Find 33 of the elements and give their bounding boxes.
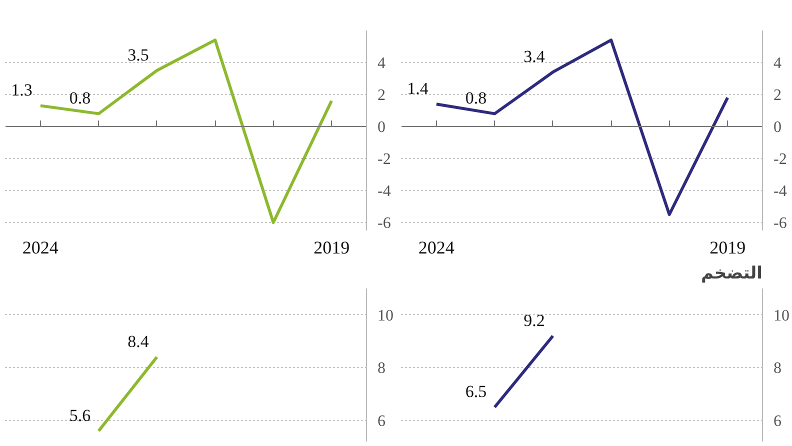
y-tick-label: 6 <box>774 412 782 430</box>
data-label: 3.4 <box>524 47 546 66</box>
y-tick-label: 2 <box>378 87 386 104</box>
data-label: 3.5 <box>128 46 149 64</box>
x-tick-label: 2019 <box>710 238 746 258</box>
y-tick-label: -4 <box>378 183 391 200</box>
y-tick-label: 0 <box>774 119 782 136</box>
y-tick-label: 6 <box>378 412 386 430</box>
y-tick-label: 8 <box>378 360 386 378</box>
y-tick-label: -2 <box>378 151 391 168</box>
y-tick-label: 10 <box>378 307 394 324</box>
y-tick-label: 2 <box>774 87 782 104</box>
y-tick-label: 4 <box>378 55 386 72</box>
data-label: 0.8 <box>69 88 91 108</box>
data-label: 0.8 <box>465 88 487 108</box>
data-label: 6.5 <box>465 382 487 402</box>
x-tick-label: 2024 <box>418 238 454 258</box>
data-label: 1.4 <box>407 79 429 98</box>
chart-title: التضخم <box>701 264 762 284</box>
data-label: 8.4 <box>128 332 150 352</box>
y-tick-label: -4 <box>774 183 787 200</box>
data-label: 5.6 <box>69 406 91 425</box>
y-tick-label: -6 <box>378 215 391 232</box>
y-tick-label: 10 <box>774 307 790 324</box>
x-tick-label: 2024 <box>22 238 58 258</box>
data-label: 9.2 <box>524 310 545 330</box>
x-tick-label: 2019 <box>314 238 350 258</box>
data-label: 1.3 <box>11 80 32 100</box>
y-tick-label: 8 <box>774 360 782 378</box>
y-tick-label: 0 <box>378 119 386 136</box>
y-tick-label: -6 <box>774 215 787 232</box>
y-tick-label: 4 <box>774 55 782 72</box>
y-tick-label: -2 <box>774 151 787 168</box>
